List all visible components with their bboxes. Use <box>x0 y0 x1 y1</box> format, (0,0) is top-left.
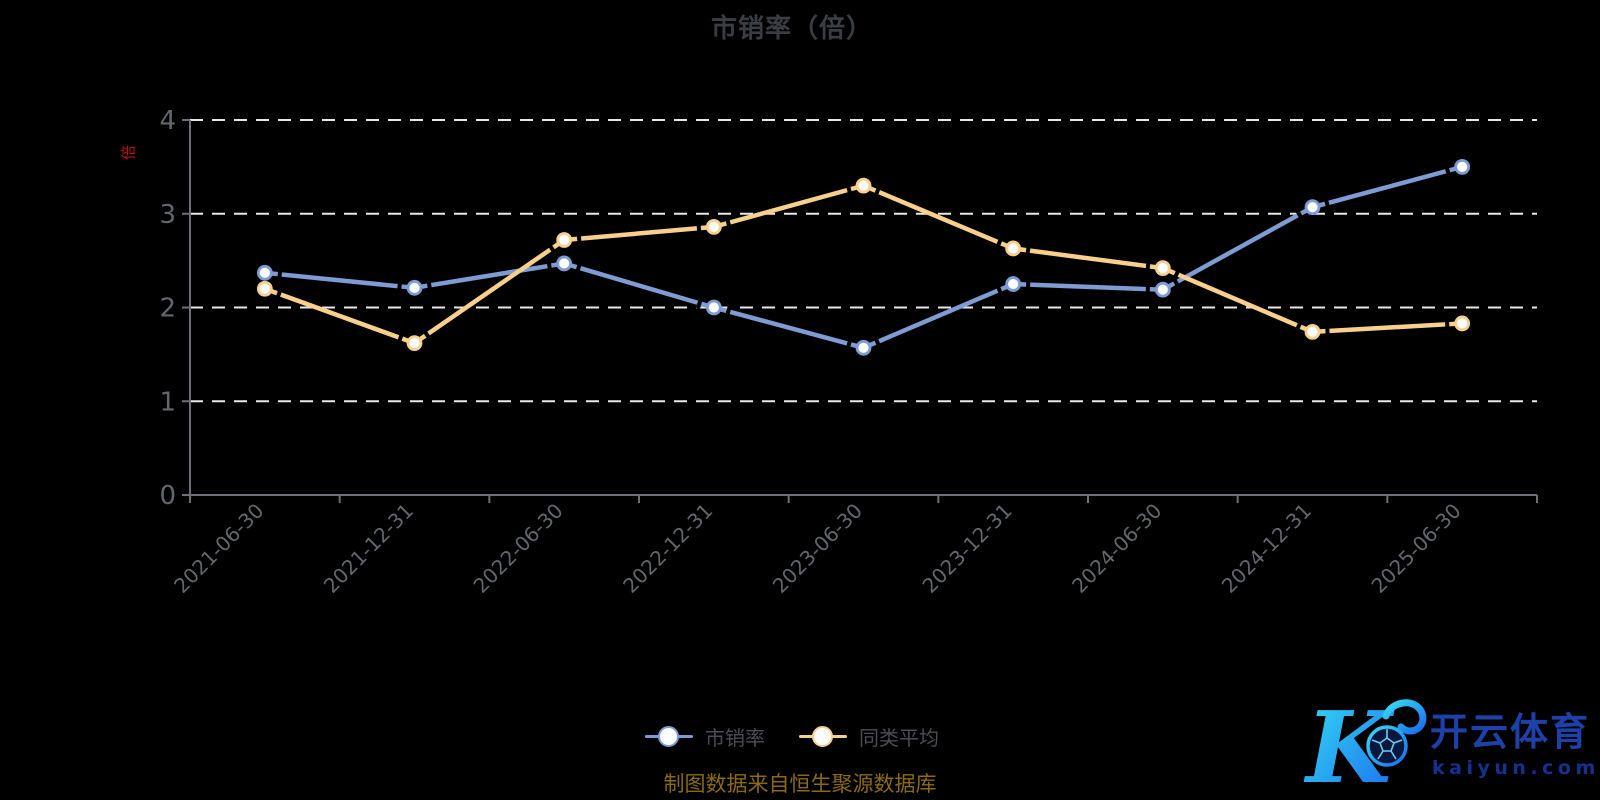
line-notch <box>845 183 853 196</box>
line-notch <box>995 284 1004 296</box>
x-axis-label: 2023-12-31 <box>918 499 1017 598</box>
line-notch <box>724 217 732 229</box>
legend-label: 同类平均 <box>859 726 939 750</box>
line-notch <box>1145 260 1151 272</box>
line-notch <box>724 305 732 318</box>
data-point-同类平均-2021-12-31[interactable] <box>406 335 423 352</box>
data-point-同类平均-2021-06-30[interactable] <box>256 280 273 297</box>
x-axis-label: 2022-12-31 <box>618 499 717 598</box>
data-point-同类平均-2023-12-31[interactable] <box>1005 240 1022 257</box>
x-axis-label: 2025-06-30 <box>1367 499 1466 598</box>
line-notch <box>1025 244 1031 257</box>
chart-title: 市销率（倍） <box>710 14 873 44</box>
line-notch <box>873 185 882 198</box>
legend-item-series-1[interactable]: 市销率 <box>645 722 765 751</box>
x-axis-label: 2021-12-31 <box>319 499 418 598</box>
watermark-brand-text: 开云体育 <box>1430 710 1590 754</box>
data-point-同类平均-2024-12-31[interactable] <box>1304 323 1321 340</box>
line-notch <box>546 260 553 272</box>
legend-item-series-2[interactable]: 同类平均 <box>799 722 939 751</box>
line-notch <box>995 236 1004 249</box>
legend-marker-yellow <box>799 725 847 747</box>
line-notch <box>696 222 702 234</box>
x-axis-label: 2024-12-31 <box>1217 499 1316 598</box>
data-point-市销率-2024-06-30[interactable] <box>1154 281 1171 298</box>
y-axis-tick-label: 1 <box>159 387 176 417</box>
line-notch <box>873 336 882 348</box>
data-source-caption: 制图数据来自恒生聚源数据库 <box>663 772 937 796</box>
line-notch <box>422 328 432 341</box>
line-notch <box>1294 320 1303 332</box>
line-notch <box>1294 208 1304 221</box>
data-point-市销率-2022-06-30[interactable] <box>556 255 573 272</box>
series-line-同类平均 <box>262 183 1465 346</box>
kaiyun-watermark: K 开云体育 kaiyun.com <box>1303 691 1594 798</box>
data-point-市销率-2022-12-31[interactable] <box>705 299 722 316</box>
data-point-同类平均-2025-06-30[interactable] <box>1454 315 1471 332</box>
line-notch <box>396 332 405 344</box>
line-notch <box>1444 164 1452 177</box>
x-axis-label: 2023-06-30 <box>768 499 867 598</box>
data-point-市销率-2023-12-31[interactable] <box>1005 276 1022 292</box>
y-axis-tick-label: 4 <box>159 106 176 136</box>
y-axis-tick-label: 3 <box>159 200 176 230</box>
line-notch <box>1444 318 1450 330</box>
data-point-同类平均-2022-06-30[interactable] <box>556 232 573 248</box>
data-point-市销率-2024-12-31[interactable] <box>1304 199 1321 216</box>
data-point-同类平均-2022-12-31[interactable] <box>705 218 722 235</box>
line-notch <box>1323 197 1331 210</box>
line-notch <box>275 288 283 300</box>
data-point-市销率-2021-12-31[interactable] <box>406 279 423 296</box>
data-point-同类平均-2024-06-30[interactable] <box>1154 260 1171 277</box>
line-notch <box>547 242 557 255</box>
kaiyun-k-logo-icon: K <box>1303 691 1427 798</box>
line-notch <box>1172 268 1181 280</box>
line-notch <box>695 297 703 310</box>
data-point-同类平均-2023-06-30[interactable] <box>855 177 872 194</box>
line-notch <box>1171 276 1181 289</box>
x-axis-label: 2022-06-30 <box>469 499 568 598</box>
data-point-市销率-2021-06-30[interactable] <box>256 264 273 281</box>
legend-circle-icon <box>658 725 679 747</box>
chart-legend: 市销率 同类平均 <box>0 722 1584 751</box>
line-notch <box>845 338 853 350</box>
line-notch <box>576 233 582 245</box>
legend-circle-icon <box>812 725 833 747</box>
data-point-市销率-2025-06-30[interactable] <box>1454 158 1471 175</box>
y-axis-tick-label: 2 <box>159 294 176 324</box>
data-point-市销率-2023-06-30[interactable] <box>855 339 872 356</box>
line-notch <box>426 279 433 292</box>
line-notch <box>575 261 583 274</box>
x-axis-label: 2024-06-30 <box>1067 499 1166 598</box>
line-notch <box>277 268 283 280</box>
line-notch <box>1325 325 1330 337</box>
y-axis-tick-label: 0 <box>159 481 176 511</box>
line-notch <box>397 280 403 292</box>
legend-marker-blue <box>645 725 693 747</box>
x-axis-label: 2021-06-30 <box>169 499 268 598</box>
legend-label: 市销率 <box>705 726 765 750</box>
soccer-ball-icon <box>1366 725 1408 767</box>
watermark-domain-text: kaiyun.com <box>1432 757 1594 779</box>
